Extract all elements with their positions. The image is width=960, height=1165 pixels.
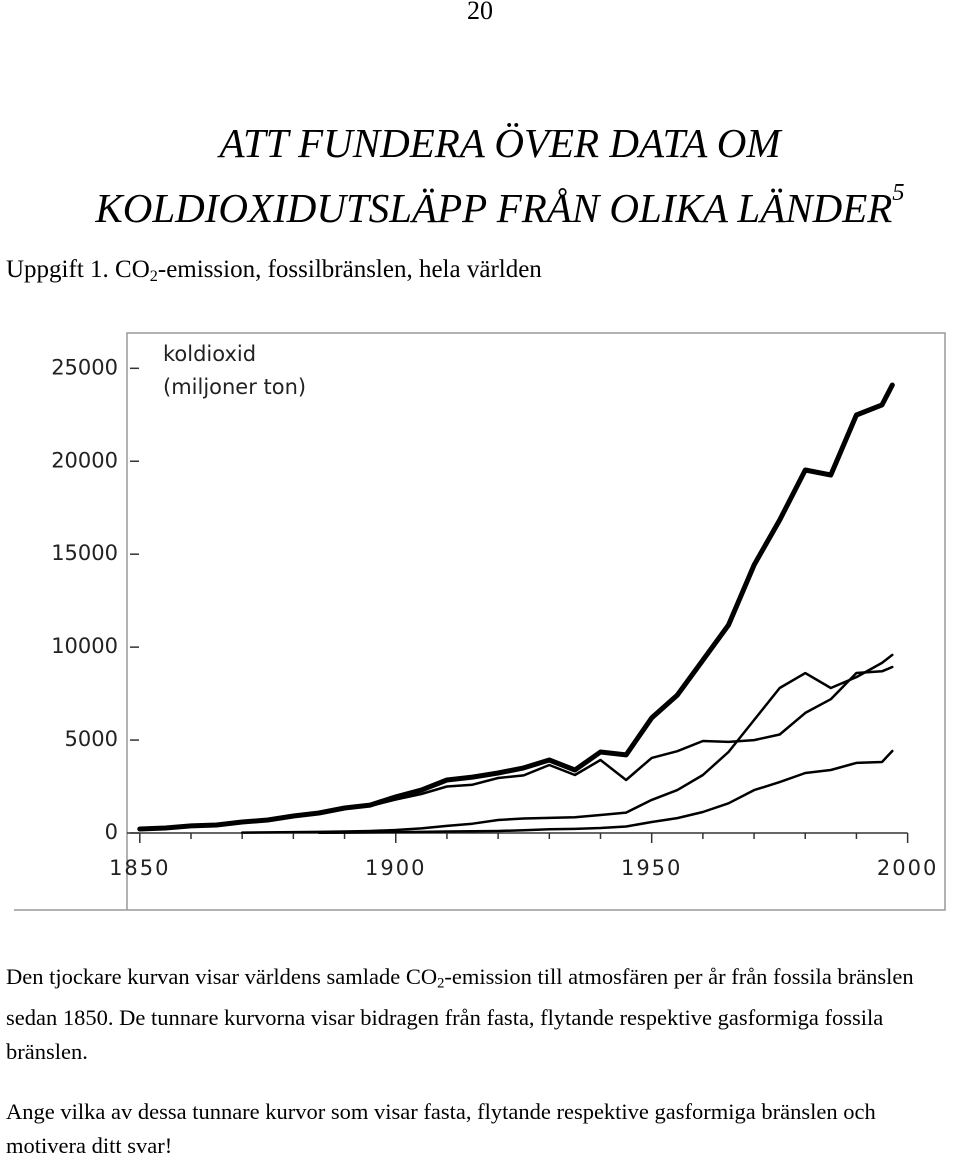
task-heading: Uppgift 1. CO2-emission, fossilbränslen,… bbox=[6, 256, 542, 286]
y-tick-label: 15000 bbox=[51, 541, 118, 565]
y-axis-label: (miljoner ton) bbox=[163, 375, 306, 399]
x-tick-label: 1850 bbox=[109, 856, 170, 880]
text: Den tjockare kurvan visar världens samla… bbox=[6, 964, 438, 989]
chart-frame bbox=[14, 332, 946, 911]
question: Ange vilka av dessa tunnare kurvor som v… bbox=[6, 1099, 876, 1158]
series-line bbox=[317, 749, 894, 835]
series-line bbox=[137, 382, 895, 832]
series-line bbox=[240, 653, 894, 834]
y-tick-label: 0 bbox=[105, 820, 118, 844]
footnote-mark: 5 bbox=[892, 179, 905, 206]
subscript: 2 bbox=[437, 975, 445, 992]
title-line: ATT FUNDERA ÖVER DATA OM bbox=[219, 120, 781, 166]
y-tick-label: 10000 bbox=[51, 634, 118, 658]
y-tick-label: 25000 bbox=[51, 355, 118, 379]
title-line: KOLDIOXIDUTSLÄPP FRÅN OLIKA LÄNDER bbox=[95, 185, 893, 232]
text: -emission, fossilbränslen, hela världen bbox=[157, 256, 542, 283]
subscript: 2 bbox=[149, 267, 158, 286]
text: -emission till atmosfären per år från fo… bbox=[6, 964, 914, 1064]
x-tick-label: 1900 bbox=[365, 856, 426, 880]
y-tick-label: 20000 bbox=[51, 448, 118, 472]
title: ATT FUNDERA ÖVER DATA OM KOLDIOXIDUTSLÄP… bbox=[0, 118, 960, 233]
page-number: 20 bbox=[467, 0, 493, 25]
y-axis-label: koldioxid bbox=[163, 342, 256, 366]
x-tick-label: 2000 bbox=[877, 856, 938, 880]
caption: Den tjockare kurvan visar världens samla… bbox=[6, 960, 958, 1069]
text: Uppgift 1. CO bbox=[6, 256, 150, 283]
x-tick-label: 1950 bbox=[621, 856, 682, 880]
series-line bbox=[138, 665, 894, 831]
y-tick-label: 5000 bbox=[65, 727, 118, 751]
